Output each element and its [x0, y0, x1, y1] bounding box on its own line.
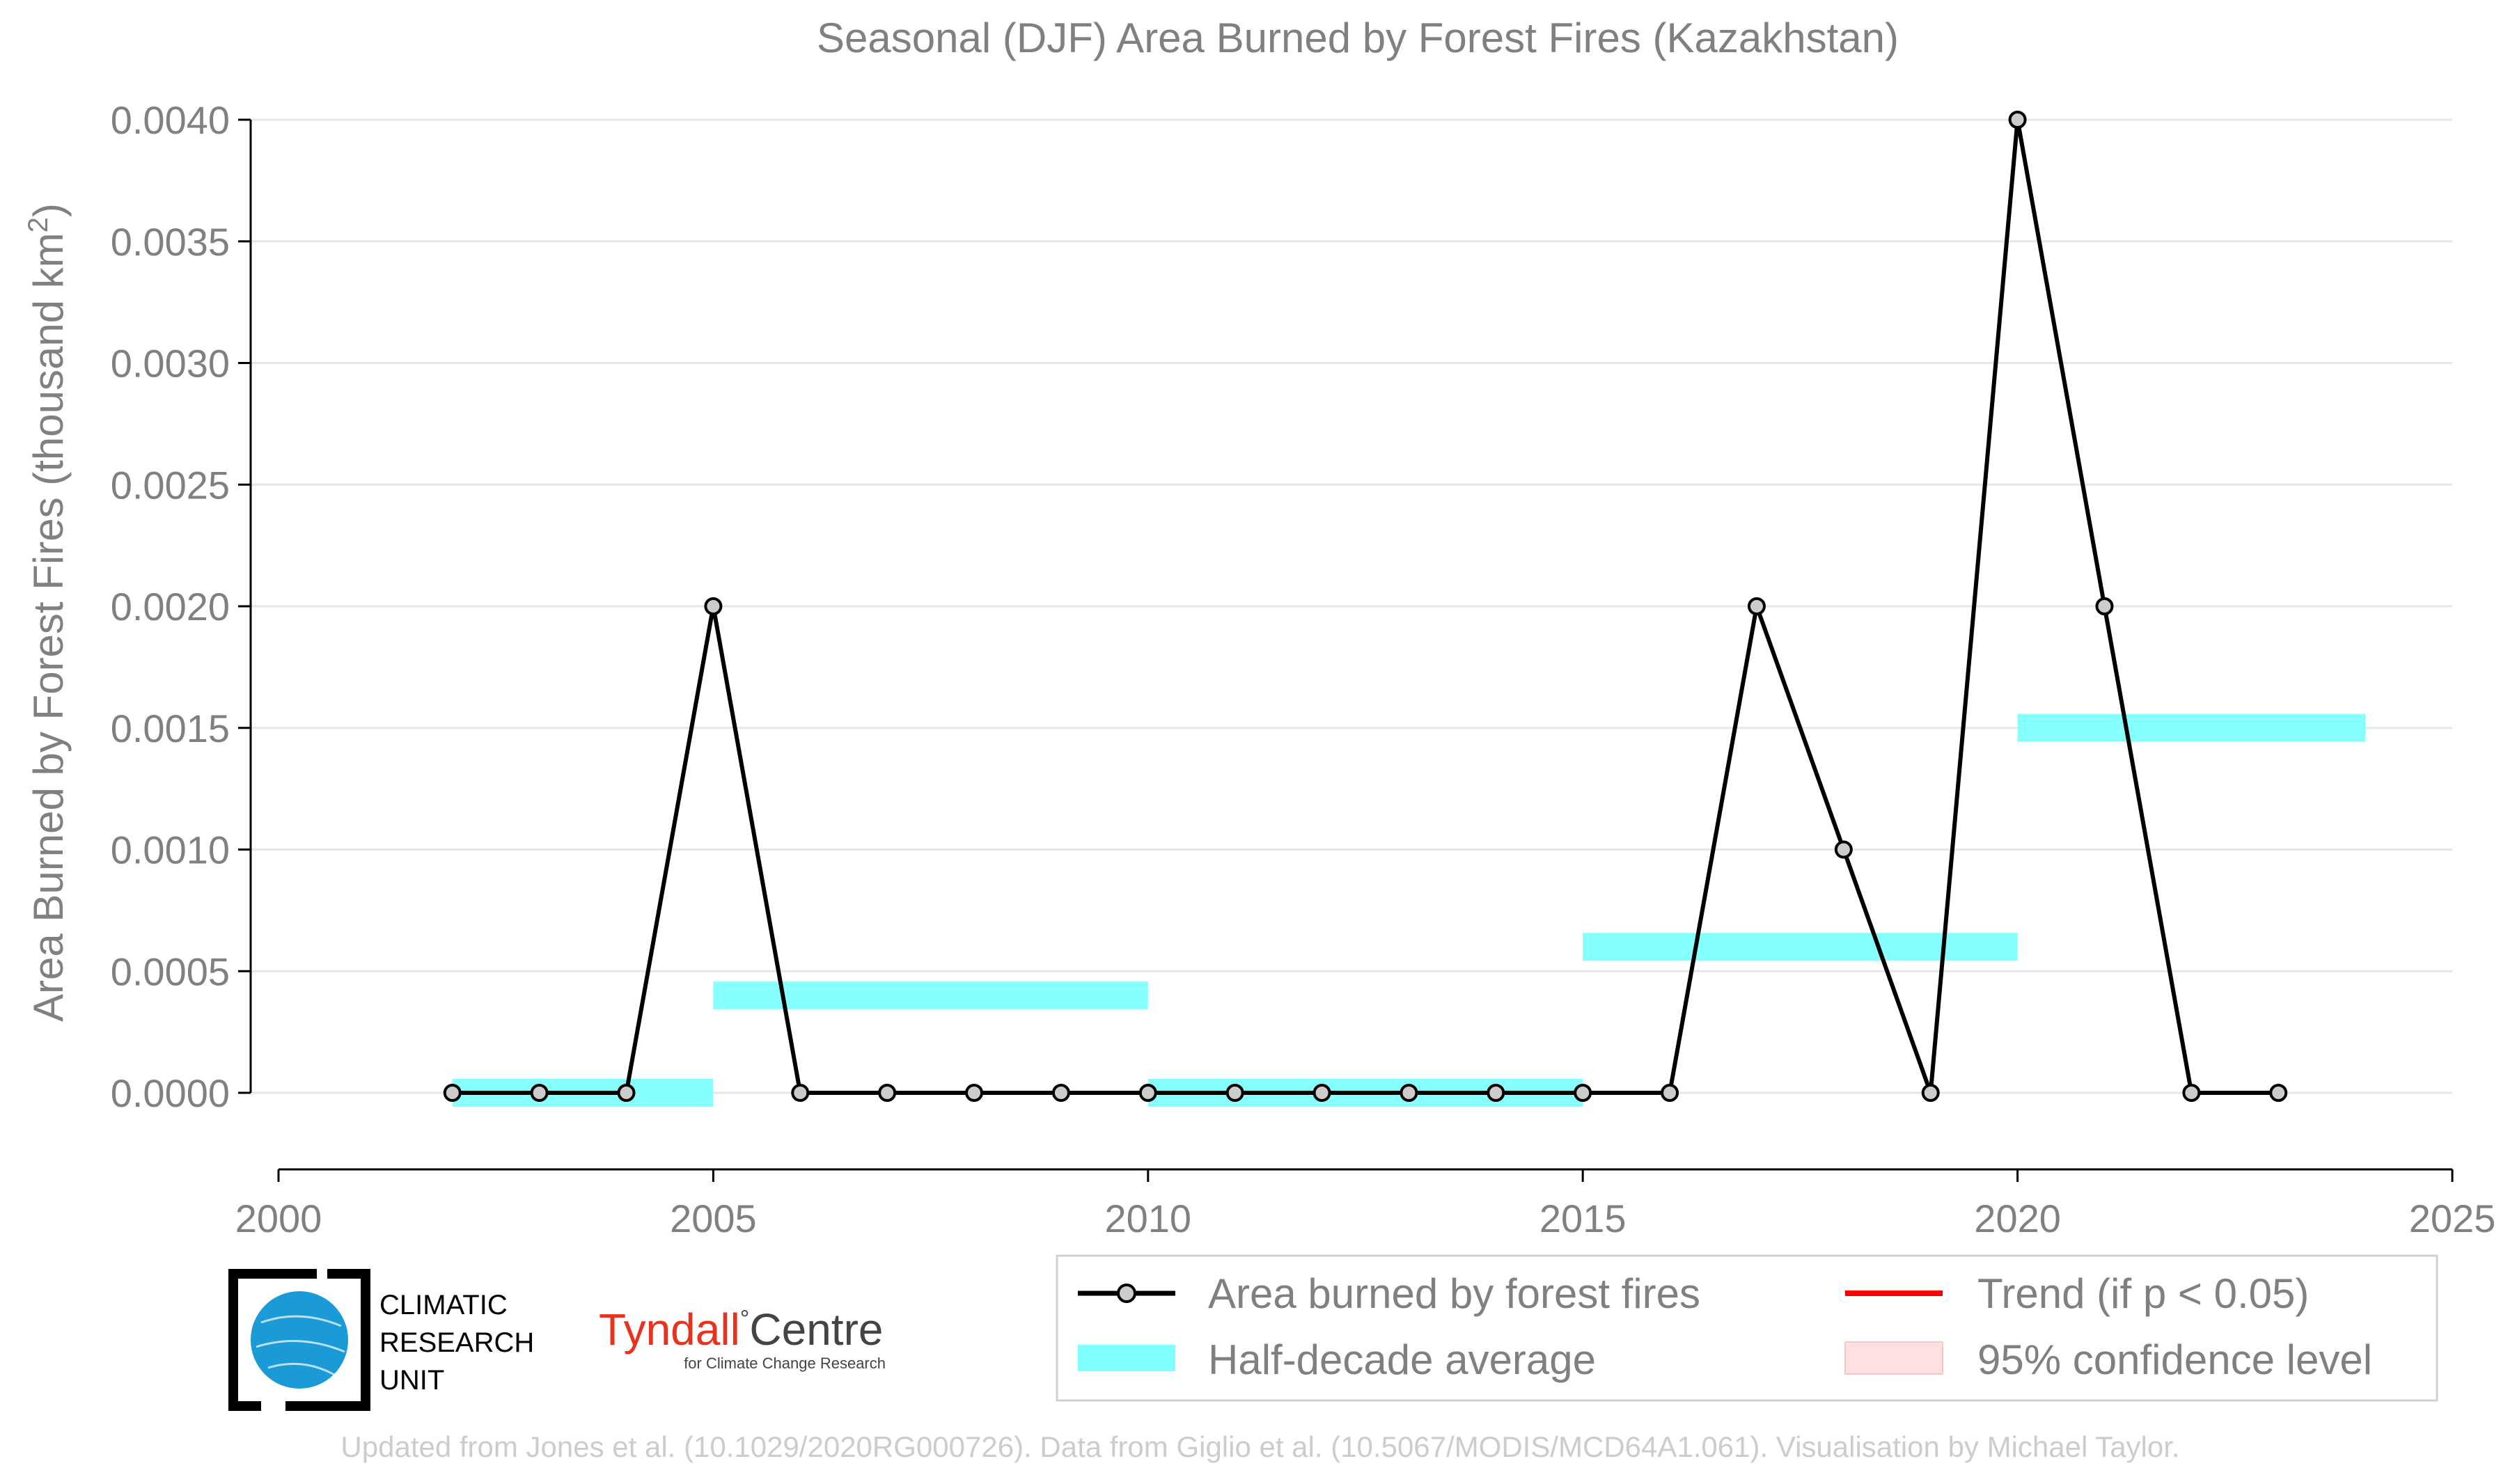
data-point: [530, 1084, 549, 1102]
half-decade-bar: [713, 981, 1148, 1010]
legend-label-half-decade: Half-decade average: [1208, 1336, 1596, 1383]
tyndall-logo: Tyndall°Centre for Climate Change Resear…: [599, 1304, 886, 1372]
data-point: [1921, 1084, 1940, 1102]
data-point: [1574, 1084, 1592, 1102]
y-tick-label: 0.0020: [111, 585, 230, 629]
data-point: [443, 1084, 462, 1102]
data-point: [1747, 597, 1766, 615]
gridlines: [251, 118, 2452, 1094]
footer-credits: Updated from Jones et al. (10.1029/2020R…: [340, 1430, 2179, 1463]
y-tick-label: 0.0040: [111, 98, 230, 142]
y-tick-label: 0.0015: [111, 707, 230, 750]
y-tick-label: 0.0030: [111, 342, 230, 386]
tyndall-wordmark: Tyndall°Centre: [599, 1304, 883, 1355]
data-point: [2095, 597, 2114, 615]
data-point: [1225, 1084, 1244, 1102]
x-tick-label: 2020: [1974, 1197, 2061, 1240]
cru-text-line1: CLIMATIC: [379, 1290, 508, 1320]
data-point: [1138, 1084, 1157, 1102]
x-tick-label: 2015: [1539, 1197, 1627, 1240]
data-point: [1051, 1084, 1070, 1102]
data-point: [2269, 1084, 2288, 1102]
half-decade-bar: [2017, 713, 2366, 742]
legend-label-confidence: 95% confidence level: [1977, 1336, 2372, 1383]
x-tick-label: 2000: [235, 1197, 322, 1240]
tyndall-subtitle: for Climate Change Research: [684, 1355, 886, 1372]
data-point: [965, 1084, 984, 1102]
data-point: [1834, 840, 1853, 859]
data-point: [878, 1084, 897, 1102]
globe-lines: [256, 1315, 345, 1376]
data-point: [1400, 1084, 1418, 1102]
globe-icon: [251, 1291, 348, 1389]
y-tick-label: 0.0025: [111, 463, 230, 507]
series-line: [452, 118, 2279, 1095]
x-tick-label: 2010: [1105, 1197, 1192, 1240]
cru-logo: CLIMATIC RESEARCH UNIT: [228, 1269, 534, 1411]
chart-title: Seasonal (DJF) Area Burned by Forest Fir…: [817, 15, 1899, 61]
legend-label-area-burned: Area burned by forest fires: [1208, 1270, 1700, 1317]
cru-bracket-left: [228, 1269, 317, 1411]
legend-label-trend: Trend (if p < 0.05): [1977, 1270, 2309, 1317]
data-point: [791, 1084, 810, 1102]
x-tick-label: 2025: [2409, 1197, 2496, 1240]
legend-frame: [1056, 1254, 2438, 1402]
y-axis-label: Area Burned by Forest Fires (thousand km…: [23, 203, 72, 1022]
y-tick-label: 0.0010: [111, 828, 230, 872]
legend-swatch-half-decade: [1078, 1345, 1175, 1371]
axes: 0.0000 0.0005 0.0010 0.0015 0.0020 0.0025 0.00…: [111, 98, 2496, 1240]
data-series: [443, 111, 2288, 1102]
legend-swatch-confidence: [1844, 1341, 1943, 1375]
data-point: [704, 597, 723, 615]
data-point: [1487, 1084, 1505, 1102]
half-decade-bar: [1583, 933, 2018, 961]
data-point: [617, 1084, 636, 1102]
x-tick-label: 2005: [670, 1197, 757, 1240]
data-point: [1661, 1084, 1679, 1102]
half-decade-average-bands: [452, 713, 2366, 1107]
cru-text-line3: UNIT: [379, 1365, 444, 1396]
cru-bracket-right: [285, 1269, 370, 1411]
y-tick-label: 0.0005: [111, 949, 230, 993]
data-point: [2008, 111, 2027, 129]
legend-swatch-marker: [1117, 1284, 1136, 1303]
data-point: [2182, 1084, 2201, 1102]
cru-text-line2: RESEARCH: [379, 1327, 534, 1358]
y-tick-label: 0.0035: [111, 220, 230, 264]
data-point: [1312, 1084, 1331, 1102]
y-tick-label: 0.0000: [111, 1071, 230, 1115]
legend: Area burned by forest fires Trend (if p …: [1056, 1254, 2438, 1402]
